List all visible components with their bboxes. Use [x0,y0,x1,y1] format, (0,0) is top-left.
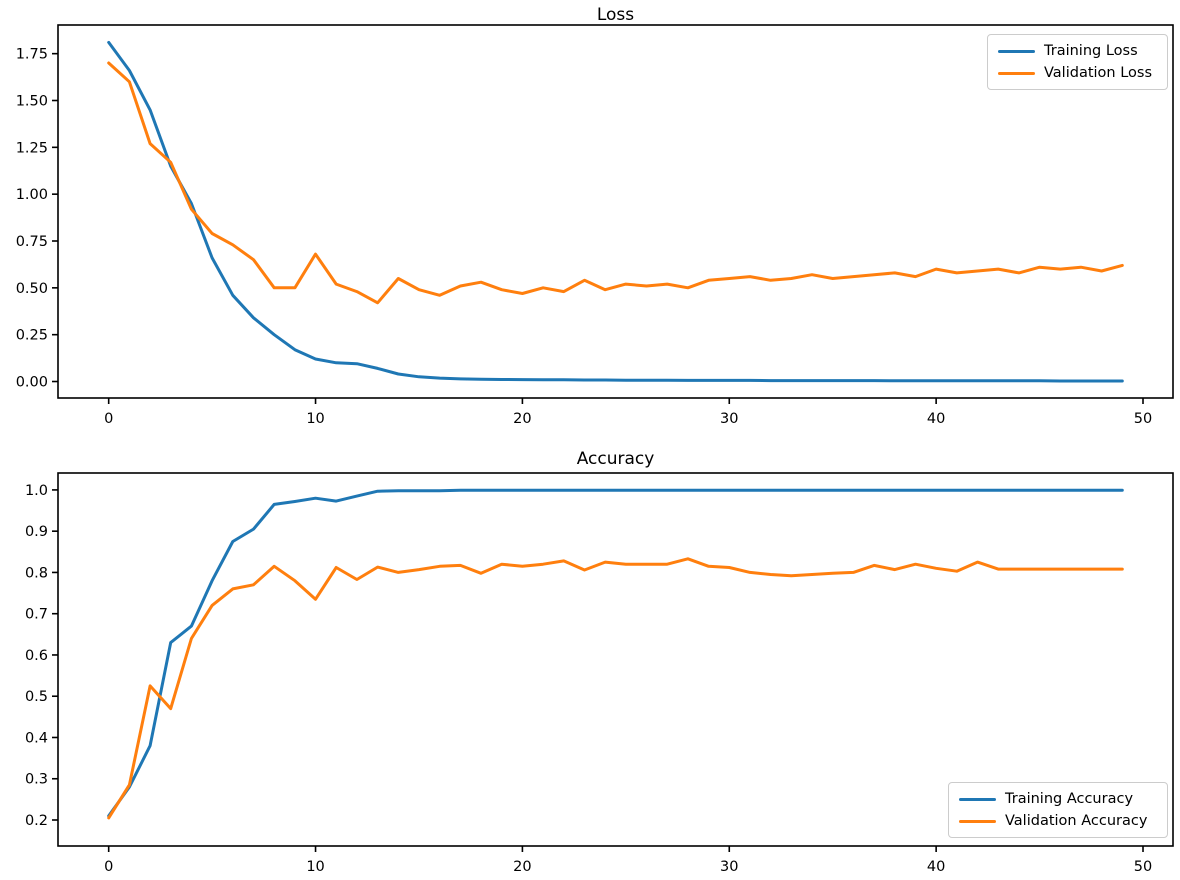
accuracy-legend: Training Accuracy Validation Accuracy [948,782,1168,838]
y-tick-label: 0.7 [25,607,48,623]
legend-item-training-accuracy: Training Accuracy [959,791,1157,807]
legend-item-training-loss: Training Loss [998,43,1157,59]
x-tick-label: 30 [720,859,738,875]
y-tick-label: 0.25 [16,328,48,344]
x-tick-label: 50 [1134,859,1152,875]
y-tick-label: 1.00 [16,187,48,203]
accuracy-plot-area: 0 10 20 30 40 50 0.2 0.3 0.4 0.5 0.6 0.7 0.8 0.9 1.0 [25,472,1174,875]
accuracy-plot-border [57,472,1174,847]
legend-item-validation-accuracy: Validation Accuracy [959,813,1157,829]
y-tick-label: 1.0 [25,483,48,499]
legend-item-validation-loss: Validation Loss [998,65,1157,81]
x-tick-label: 40 [927,411,945,427]
loss-y-axis: 0.00 0.25 0.50 0.75 1.00 1.25 1.50 1.75 [16,47,58,391]
y-tick-label: 1.75 [16,47,48,63]
validation-accuracy-legend-label: Validation Accuracy [1005,813,1148,829]
validation-loss-line-swatch [998,71,1035,75]
y-tick-label: 0.3 [25,772,48,788]
x-tick-label: 20 [513,411,531,427]
validation-accuracy-line [107,557,1124,820]
x-tick-label: 10 [306,859,324,875]
y-tick-label: 1.50 [16,93,48,109]
training-loss-legend-label: Training Loss [1044,43,1138,59]
y-tick-label: 0.8 [25,565,48,581]
accuracy-chart-title: Accuracy [576,449,655,469]
training-accuracy-line-swatch [959,797,996,801]
y-tick-label: 0.75 [16,234,48,250]
loss-plot-border [57,24,1174,399]
y-tick-label: 0.50 [16,281,48,297]
training-accuracy-line [107,488,1124,818]
training-loss-line [107,40,1124,383]
x-tick-label: 0 [104,859,113,875]
loss-x-axis: 0 10 20 30 40 50 [104,398,1152,427]
y-tick-label: 1.25 [16,140,48,156]
loss-plot-area: 0 10 20 30 40 50 0.00 0.25 0.50 0.75 1.00 1.25 1.50 1… [16,24,1174,427]
x-tick-label: 30 [720,411,738,427]
y-tick-label: 0.00 [16,375,48,391]
x-tick-label: 0 [104,411,113,427]
x-tick-label: 50 [1134,411,1152,427]
accuracy-y-axis: 0.2 0.3 0.4 0.5 0.6 0.7 0.8 0.9 1.0 [25,483,58,829]
y-tick-label: 0.4 [25,730,48,746]
training-loss-line-swatch [998,49,1035,53]
x-tick-label: 10 [306,411,324,427]
training-accuracy-legend-label: Training Accuracy [1005,791,1134,807]
y-tick-label: 0.6 [25,648,48,664]
accuracy-x-axis: 0 10 20 30 40 50 [104,846,1152,875]
loss-chart-title: Loss [596,5,635,25]
x-tick-label: 40 [927,859,945,875]
loss-legend: Training Loss Validation Loss [987,34,1168,90]
x-tick-label: 20 [513,859,531,875]
validation-loss-legend-label: Validation Loss [1044,65,1153,81]
y-tick-label: 0.2 [25,813,48,829]
y-tick-label: 0.5 [25,689,48,705]
y-tick-label: 0.9 [25,524,48,540]
validation-accuracy-line-swatch [959,819,996,823]
validation-loss-line [107,61,1124,305]
